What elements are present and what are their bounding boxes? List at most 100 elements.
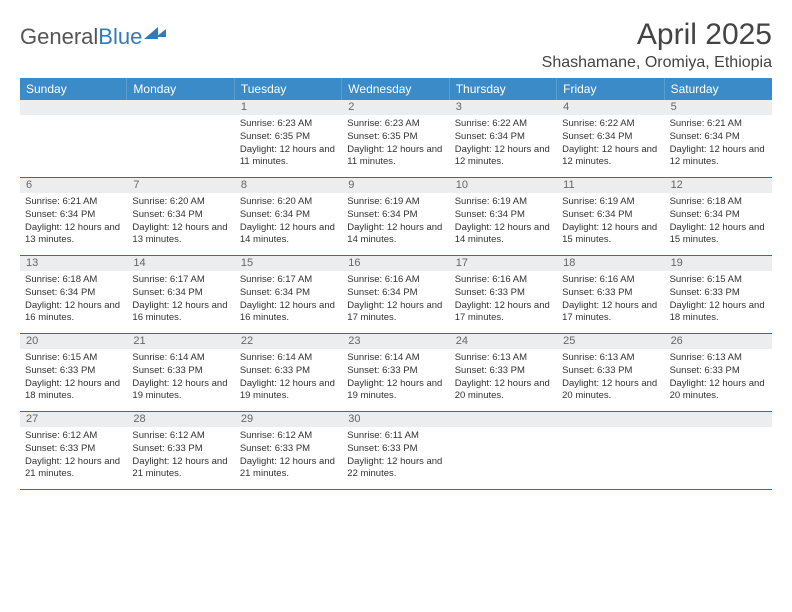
- daynum-row: 12345: [20, 100, 772, 115]
- day-number: 3: [450, 100, 557, 115]
- day-number: 15: [235, 256, 342, 271]
- sunrise-line: Sunrise: 6:21 AM: [670, 118, 767, 131]
- weekday-label: Thursday: [450, 78, 557, 100]
- calendar-page: GeneralBlue April 2025 Shashamane, Oromi…: [0, 0, 792, 490]
- sunrise-line: Sunrise: 6:12 AM: [25, 430, 122, 443]
- sunset-line: Sunset: 6:33 PM: [132, 365, 229, 378]
- day-number: 29: [235, 412, 342, 427]
- daylight-line: Daylight: 12 hours and 21 minutes.: [132, 456, 229, 482]
- daylight-line: Daylight: 12 hours and 16 minutes.: [132, 300, 229, 326]
- sunrise-line: Sunrise: 6:19 AM: [347, 196, 444, 209]
- sunrise-line: Sunrise: 6:16 AM: [347, 274, 444, 287]
- day-number: 28: [127, 412, 234, 427]
- day-cell: [557, 427, 664, 489]
- sunrise-line: Sunrise: 6:20 AM: [132, 196, 229, 209]
- daylight-line: Daylight: 12 hours and 19 minutes.: [347, 378, 444, 404]
- day-number: 22: [235, 334, 342, 349]
- day-number: 12: [665, 178, 772, 193]
- sunrise-line: Sunrise: 6:23 AM: [240, 118, 337, 131]
- day-cell: Sunrise: 6:17 AMSunset: 6:34 PMDaylight:…: [127, 271, 234, 333]
- week-row: 12345Sunrise: 6:23 AMSunset: 6:35 PMDayl…: [20, 100, 772, 178]
- day-cell: Sunrise: 6:17 AMSunset: 6:34 PMDaylight:…: [235, 271, 342, 333]
- day-number: 23: [342, 334, 449, 349]
- day-number: [127, 100, 234, 115]
- daylight-line: Daylight: 12 hours and 11 minutes.: [240, 144, 337, 170]
- daylight-line: Daylight: 12 hours and 17 minutes.: [455, 300, 552, 326]
- daylight-line: Daylight: 12 hours and 22 minutes.: [347, 456, 444, 482]
- day-number: 17: [450, 256, 557, 271]
- day-cell: Sunrise: 6:14 AMSunset: 6:33 PMDaylight:…: [127, 349, 234, 411]
- daynum-row: 20212223242526: [20, 334, 772, 349]
- week-content: Sunrise: 6:23 AMSunset: 6:35 PMDaylight:…: [20, 115, 772, 177]
- day-number: [20, 100, 127, 115]
- day-cell: Sunrise: 6:20 AMSunset: 6:34 PMDaylight:…: [235, 193, 342, 255]
- week-row: 20212223242526Sunrise: 6:15 AMSunset: 6:…: [20, 334, 772, 412]
- daylight-line: Daylight: 12 hours and 12 minutes.: [562, 144, 659, 170]
- daynum-row: 13141516171819: [20, 256, 772, 271]
- sunset-line: Sunset: 6:33 PM: [670, 365, 767, 378]
- day-number: [450, 412, 557, 427]
- day-cell: Sunrise: 6:12 AMSunset: 6:33 PMDaylight:…: [20, 427, 127, 489]
- sunset-line: Sunset: 6:33 PM: [562, 287, 659, 300]
- day-number: [665, 412, 772, 427]
- day-number: 13: [20, 256, 127, 271]
- daylight-line: Daylight: 12 hours and 21 minutes.: [25, 456, 122, 482]
- sunrise-line: Sunrise: 6:23 AM: [347, 118, 444, 131]
- weekday-label: Wednesday: [342, 78, 449, 100]
- sunset-line: Sunset: 6:33 PM: [25, 365, 122, 378]
- sunset-line: Sunset: 6:33 PM: [455, 365, 552, 378]
- sunset-line: Sunset: 6:34 PM: [132, 209, 229, 222]
- sunset-line: Sunset: 6:34 PM: [562, 131, 659, 144]
- sunset-line: Sunset: 6:35 PM: [240, 131, 337, 144]
- daylight-line: Daylight: 12 hours and 17 minutes.: [562, 300, 659, 326]
- day-cell: Sunrise: 6:16 AMSunset: 6:33 PMDaylight:…: [557, 271, 664, 333]
- week-content: Sunrise: 6:15 AMSunset: 6:33 PMDaylight:…: [20, 349, 772, 411]
- day-cell: [127, 115, 234, 177]
- day-number: 6: [20, 178, 127, 193]
- sunrise-line: Sunrise: 6:13 AM: [562, 352, 659, 365]
- sunset-line: Sunset: 6:33 PM: [347, 365, 444, 378]
- day-cell: Sunrise: 6:21 AMSunset: 6:34 PMDaylight:…: [665, 115, 772, 177]
- sunset-line: Sunset: 6:34 PM: [132, 287, 229, 300]
- sunrise-line: Sunrise: 6:16 AM: [455, 274, 552, 287]
- sunset-line: Sunset: 6:34 PM: [25, 287, 122, 300]
- day-cell: Sunrise: 6:23 AMSunset: 6:35 PMDaylight:…: [342, 115, 449, 177]
- day-number: 5: [665, 100, 772, 115]
- day-number: 2: [342, 100, 449, 115]
- daylight-line: Daylight: 12 hours and 18 minutes.: [25, 378, 122, 404]
- week-row: 27282930Sunrise: 6:12 AMSunset: 6:33 PMD…: [20, 412, 772, 490]
- weekday-header: SundayMondayTuesdayWednesdayThursdayFrid…: [20, 78, 772, 100]
- day-number: 11: [557, 178, 664, 193]
- day-cell: Sunrise: 6:14 AMSunset: 6:33 PMDaylight:…: [235, 349, 342, 411]
- sunset-line: Sunset: 6:33 PM: [562, 365, 659, 378]
- sunrise-line: Sunrise: 6:12 AM: [240, 430, 337, 443]
- day-number: 4: [557, 100, 664, 115]
- sunrise-line: Sunrise: 6:16 AM: [562, 274, 659, 287]
- day-cell: Sunrise: 6:13 AMSunset: 6:33 PMDaylight:…: [557, 349, 664, 411]
- day-cell: Sunrise: 6:16 AMSunset: 6:34 PMDaylight:…: [342, 271, 449, 333]
- sunset-line: Sunset: 6:34 PM: [562, 209, 659, 222]
- sunset-line: Sunset: 6:33 PM: [132, 443, 229, 456]
- weekday-label: Monday: [127, 78, 234, 100]
- day-cell: Sunrise: 6:19 AMSunset: 6:34 PMDaylight:…: [557, 193, 664, 255]
- location-label: Shashamane, Oromiya, Ethiopia: [542, 54, 772, 72]
- week-content: Sunrise: 6:18 AMSunset: 6:34 PMDaylight:…: [20, 271, 772, 333]
- daylight-line: Daylight: 12 hours and 21 minutes.: [240, 456, 337, 482]
- day-number: 1: [235, 100, 342, 115]
- daylight-line: Daylight: 12 hours and 20 minutes.: [670, 378, 767, 404]
- daylight-line: Daylight: 12 hours and 14 minutes.: [240, 222, 337, 248]
- day-cell: Sunrise: 6:13 AMSunset: 6:33 PMDaylight:…: [665, 349, 772, 411]
- sunset-line: Sunset: 6:33 PM: [240, 443, 337, 456]
- page-header: GeneralBlue April 2025 Shashamane, Oromi…: [20, 18, 772, 72]
- daylight-line: Daylight: 12 hours and 12 minutes.: [455, 144, 552, 170]
- day-number: 8: [235, 178, 342, 193]
- weekday-label: Saturday: [665, 78, 772, 100]
- sunrise-line: Sunrise: 6:13 AM: [455, 352, 552, 365]
- day-number: 24: [450, 334, 557, 349]
- week-row: 6789101112Sunrise: 6:21 AMSunset: 6:34 P…: [20, 178, 772, 256]
- week-row: 13141516171819Sunrise: 6:18 AMSunset: 6:…: [20, 256, 772, 334]
- sunset-line: Sunset: 6:34 PM: [670, 209, 767, 222]
- daylight-line: Daylight: 12 hours and 13 minutes.: [132, 222, 229, 248]
- day-number: 9: [342, 178, 449, 193]
- daylight-line: Daylight: 12 hours and 15 minutes.: [670, 222, 767, 248]
